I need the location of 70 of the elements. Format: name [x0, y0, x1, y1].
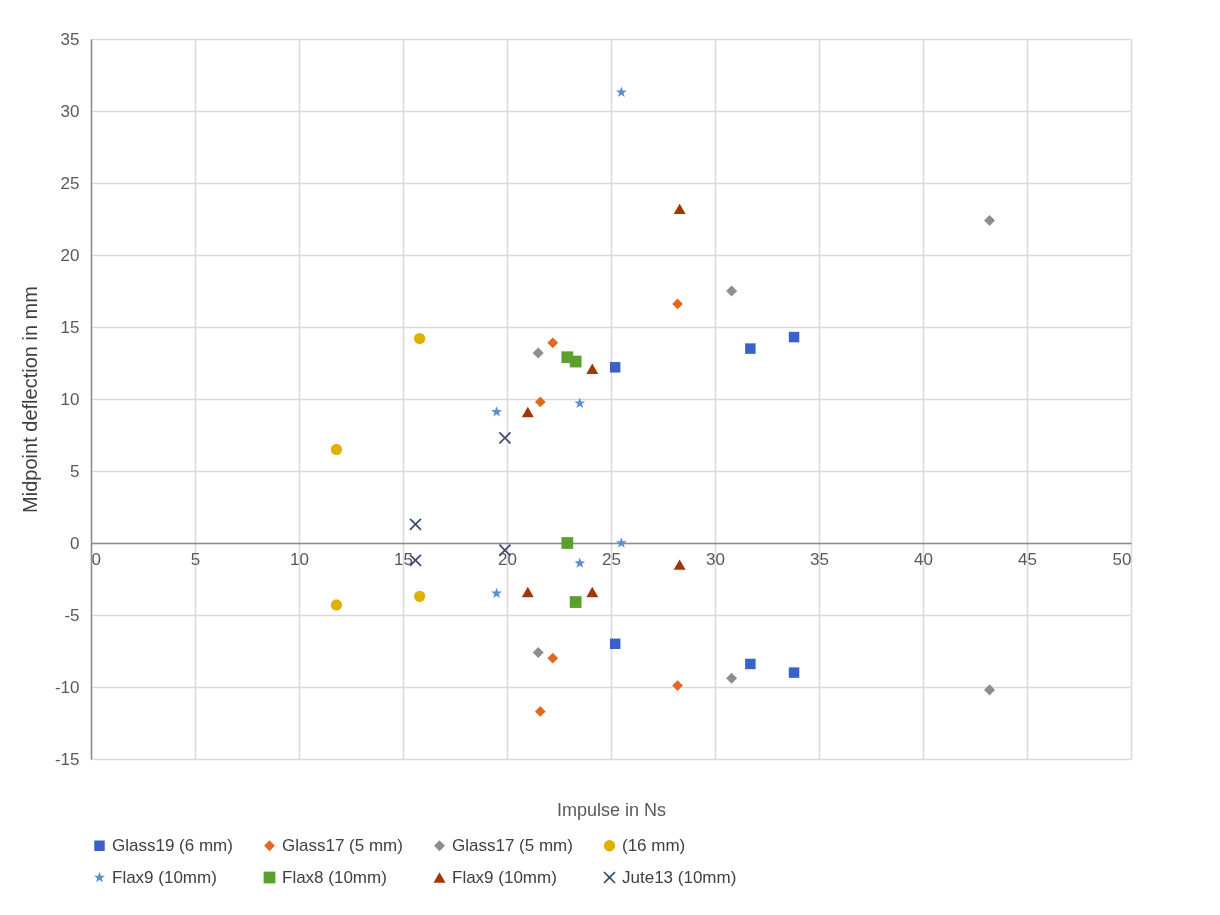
- legend-label: Flax9 (10mm): [452, 867, 557, 887]
- x-tick-label: 45: [1018, 549, 1037, 569]
- y-tick-label: 15: [60, 317, 80, 337]
- x-tick-label: 35: [810, 549, 829, 569]
- legend-label: Flax8 (10mm): [282, 867, 387, 887]
- point: [491, 406, 503, 417]
- point: [745, 658, 756, 670]
- point: [491, 587, 503, 599]
- point: [574, 397, 586, 408]
- point: [534, 706, 546, 717]
- point: [984, 214, 996, 226]
- x-tick-label: 20: [498, 549, 517, 569]
- point: [984, 684, 996, 696]
- point: [569, 355, 582, 368]
- point: [414, 590, 426, 602]
- point: [609, 638, 621, 650]
- y-tick-label: -5: [64, 605, 80, 625]
- point: [330, 443, 343, 456]
- y-tick-label: 5: [70, 461, 80, 481]
- x-tick-label: 25: [602, 549, 621, 569]
- point: [521, 586, 534, 598]
- legend-label: Flax9 (10mm): [112, 867, 217, 887]
- point: [788, 331, 800, 343]
- point: [569, 596, 582, 608]
- point: [547, 337, 559, 349]
- point: [330, 599, 343, 611]
- y-tick-label: 35: [60, 29, 80, 49]
- x-tick-label: 40: [914, 549, 933, 569]
- y-tick-label: 25: [60, 173, 80, 193]
- point: [788, 667, 800, 678]
- legend-label: Glass19 (6 mm): [112, 835, 233, 855]
- y-tick-label: -15: [54, 749, 80, 769]
- legend-label: Glass17 (5 mm): [282, 835, 403, 855]
- point: [745, 343, 756, 354]
- y-tick-label: 0: [70, 533, 80, 553]
- point: [586, 586, 599, 598]
- legend-label: (16 mm): [622, 835, 686, 855]
- point: [586, 363, 599, 374]
- point: [673, 559, 686, 570]
- point: [414, 332, 426, 345]
- point: [609, 362, 621, 373]
- point: [672, 680, 683, 691]
- point: [532, 646, 544, 658]
- point: [615, 86, 627, 97]
- x-tick-label: 15: [394, 549, 413, 569]
- x-tick-label: 50: [1112, 549, 1132, 569]
- x-tick-label: 0: [91, 549, 101, 569]
- legend-label: Glass17 (5 mm): [452, 835, 573, 855]
- point: [726, 285, 738, 297]
- point: [673, 203, 686, 215]
- x-tick-label: 10: [290, 549, 309, 569]
- point: [534, 396, 546, 408]
- point: [615, 537, 627, 548]
- y-tick-label: 10: [60, 389, 80, 409]
- point: [409, 518, 422, 531]
- y-axis-title: Midpoint deflection in mm: [18, 286, 41, 513]
- y-tick-label: -10: [54, 677, 80, 697]
- point: [561, 537, 574, 549]
- x-axis-title: Impulse in Ns: [556, 799, 667, 820]
- point: [521, 406, 534, 418]
- x-tick-label: 30: [706, 549, 725, 569]
- legend-label: Jute13 (10mm): [622, 867, 737, 887]
- point: [726, 672, 738, 684]
- point: [498, 431, 512, 444]
- point: [574, 557, 586, 568]
- y-tick-label: 20: [60, 245, 80, 265]
- y-tick-label: 30: [60, 101, 80, 121]
- point: [532, 347, 544, 359]
- point: [547, 652, 559, 664]
- x-tick-label: 5: [190, 549, 201, 569]
